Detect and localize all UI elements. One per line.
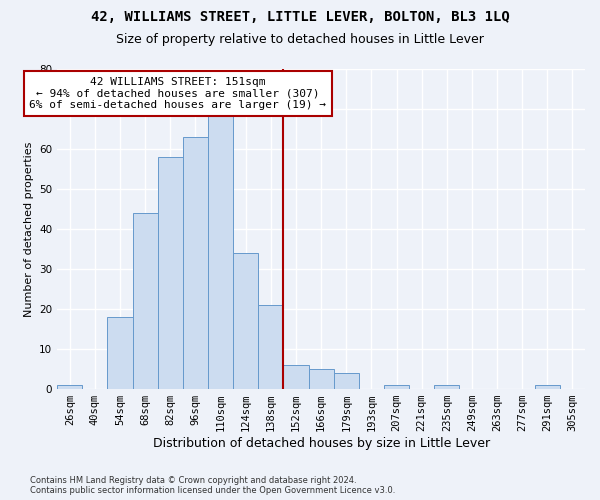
Y-axis label: Number of detached properties: Number of detached properties — [23, 142, 34, 316]
Text: Size of property relative to detached houses in Little Lever: Size of property relative to detached ho… — [116, 32, 484, 46]
Bar — [183, 137, 208, 389]
Text: 42, WILLIAMS STREET, LITTLE LEVER, BOLTON, BL3 1LQ: 42, WILLIAMS STREET, LITTLE LEVER, BOLTO… — [91, 10, 509, 24]
Bar — [434, 385, 460, 389]
X-axis label: Distribution of detached houses by size in Little Lever: Distribution of detached houses by size … — [152, 437, 490, 450]
Bar — [535, 385, 560, 389]
Bar — [107, 317, 133, 389]
Bar — [208, 109, 233, 389]
Bar — [308, 369, 334, 389]
Bar — [133, 213, 158, 389]
Bar — [258, 305, 283, 389]
Bar — [233, 253, 258, 389]
Text: 42 WILLIAMS STREET: 151sqm
← 94% of detached houses are smaller (307)
6% of semi: 42 WILLIAMS STREET: 151sqm ← 94% of deta… — [29, 77, 326, 110]
Bar — [334, 373, 359, 389]
Text: Contains HM Land Registry data © Crown copyright and database right 2024.
Contai: Contains HM Land Registry data © Crown c… — [30, 476, 395, 495]
Bar — [57, 385, 82, 389]
Bar — [158, 157, 183, 389]
Bar — [283, 365, 308, 389]
Bar — [384, 385, 409, 389]
